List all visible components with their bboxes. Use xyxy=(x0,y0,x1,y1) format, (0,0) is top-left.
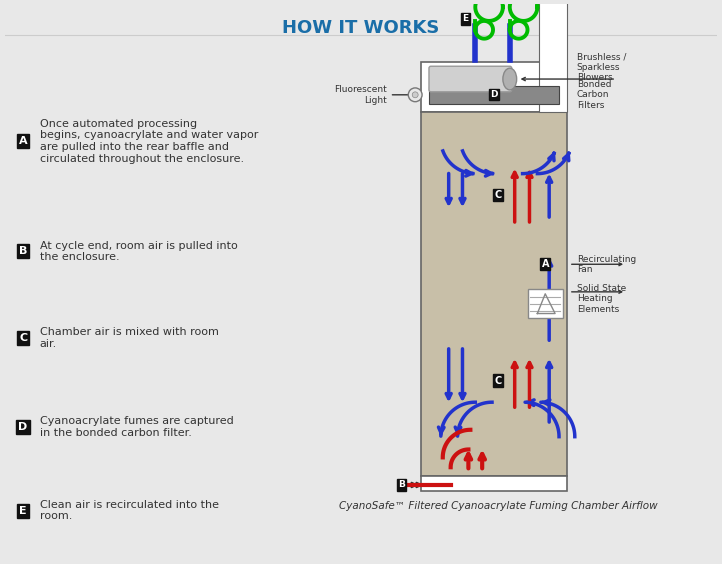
Text: At cycle end, room air is pulled into
the enclosure.: At cycle end, room air is pulled into th… xyxy=(40,241,238,262)
Text: Solid State
Heating
Elements: Solid State Heating Elements xyxy=(577,284,626,314)
Bar xyxy=(528,289,563,319)
Text: Chamber air is mixed with room
air.: Chamber air is mixed with room air. xyxy=(40,327,219,349)
Text: D: D xyxy=(490,90,497,99)
Circle shape xyxy=(412,92,418,98)
Bar xyxy=(421,476,567,491)
Text: B: B xyxy=(398,481,405,490)
Bar xyxy=(421,112,567,476)
Text: C: C xyxy=(495,190,502,200)
Text: C: C xyxy=(19,333,27,343)
Circle shape xyxy=(408,88,422,102)
Text: CyanoSafe™ Filtered Cyanoacrylate Fuming Chamber Airflow: CyanoSafe™ Filtered Cyanoacrylate Fuming… xyxy=(339,501,657,510)
Text: C: C xyxy=(495,376,502,386)
Text: Recirculating
Fan: Recirculating Fan xyxy=(577,254,636,274)
Text: E: E xyxy=(462,15,469,24)
Bar xyxy=(429,86,559,104)
Text: E: E xyxy=(19,505,27,515)
FancyBboxPatch shape xyxy=(429,66,512,92)
Bar xyxy=(421,62,567,112)
Ellipse shape xyxy=(503,68,517,90)
Text: B: B xyxy=(19,246,27,257)
Text: Bonded
Carbon
Filters: Bonded Carbon Filters xyxy=(577,80,612,110)
Text: A: A xyxy=(19,136,27,146)
Text: HOW IT WORKS: HOW IT WORKS xyxy=(282,19,440,37)
Text: Brushless /
Sparkless
Blowers: Brushless / Sparkless Blowers xyxy=(577,52,626,82)
Text: Clean air is recirculated into the
room.: Clean air is recirculated into the room. xyxy=(40,500,219,521)
Text: D: D xyxy=(19,422,27,432)
Text: Fluorescent
Light: Fluorescent Light xyxy=(334,85,386,104)
Bar xyxy=(539,0,567,112)
Text: Once automated processing
begins, cyanoacrylate and water vapor
are pulled into : Once automated processing begins, cyanoa… xyxy=(40,118,258,164)
Text: A: A xyxy=(542,259,549,269)
Text: Cyanoacrylate fumes are captured
in the bonded carbon filter.: Cyanoacrylate fumes are captured in the … xyxy=(40,416,233,438)
